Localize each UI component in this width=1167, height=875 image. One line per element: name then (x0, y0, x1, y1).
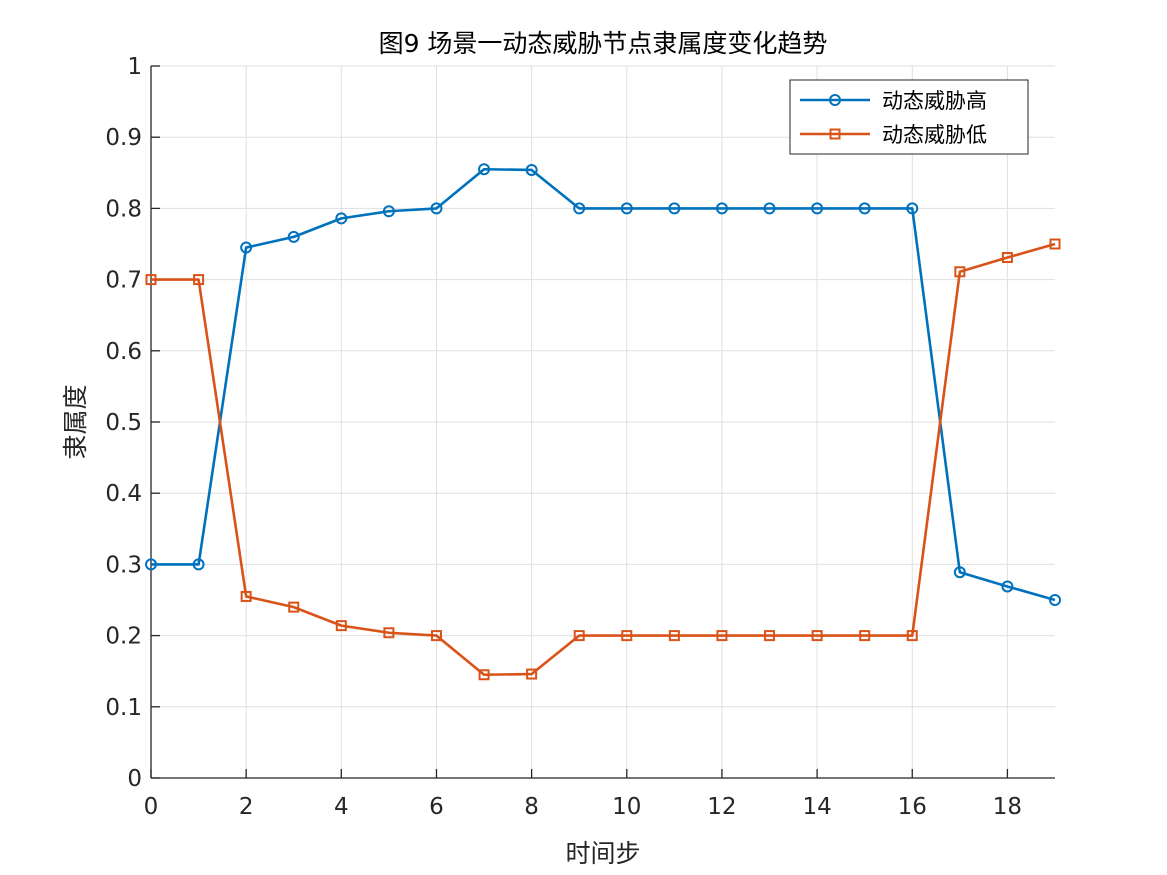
data-point-square (145, 274, 157, 286)
data-point-circle (1049, 594, 1061, 606)
legend-marker-square (829, 128, 841, 140)
legend-item: 动态威胁低 (800, 123, 987, 147)
data-point-circle (525, 163, 538, 176)
data-point-circle (906, 202, 919, 215)
data-point-square (1049, 238, 1061, 250)
data-point-square (430, 630, 442, 642)
x-tick-label: 12 (707, 794, 736, 820)
x-tick-label: 2 (239, 794, 254, 820)
data-point-square (954, 266, 966, 278)
x-tick-label: 16 (898, 794, 927, 820)
data-point-circle (953, 566, 966, 579)
data-point-circle (145, 558, 157, 571)
series-layer (145, 163, 1061, 681)
data-point-square (193, 274, 205, 286)
chart-title: 图9 场景一动态威胁节点隶属度变化趋势 (379, 29, 828, 58)
data-point-circle (430, 202, 443, 215)
y-tick-label: 0.6 (105, 339, 142, 365)
data-point-square (859, 630, 871, 642)
y-tick-label: 0.5 (105, 410, 142, 436)
data-point-circle (382, 205, 395, 218)
y-tick-label: 0.7 (105, 268, 142, 294)
data-point-square (716, 630, 728, 642)
data-point-circle (240, 241, 253, 254)
x-tick-label: 14 (802, 794, 831, 820)
data-point-circle (573, 202, 586, 215)
data-point-circle (478, 163, 491, 176)
data-point-circle (715, 202, 728, 215)
x-axis-title: 时间步 (565, 839, 640, 868)
data-point-circle (811, 202, 824, 215)
x-tick-label: 18 (993, 794, 1022, 820)
data-point-circle (287, 230, 300, 243)
series-line (151, 167, 1056, 602)
data-point-square (573, 630, 585, 642)
y-tick-label: 0.4 (105, 481, 142, 507)
grid-lines (150, 65, 1055, 779)
data-point-square (764, 630, 776, 642)
series-1 (145, 163, 1061, 606)
data-point-circle (858, 202, 871, 215)
data-point-circle (763, 202, 776, 215)
y-tick-label: 0.1 (105, 695, 142, 721)
x-tick-label: 6 (429, 794, 444, 820)
y-axis-title: 隶属度 (61, 384, 90, 459)
data-point-square (811, 630, 823, 642)
x-tick-label: 8 (524, 794, 539, 820)
y-tick-label: 0.9 (105, 125, 142, 151)
y-tick-label: 1 (127, 54, 142, 80)
legend-label: 动态威胁低 (882, 123, 987, 147)
y-tick-label: 0.3 (105, 552, 142, 578)
data-point-circle (1001, 580, 1014, 593)
series-2 (145, 238, 1061, 681)
y-tick-label: 0.2 (105, 624, 142, 650)
tick-labels: 0 2 4 6 8 10 12 14 16 18 0 0.1 0.2 0.3 0.4 0.5 0.6 0.7 0.8… (105, 54, 1022, 820)
data-point-square (906, 630, 918, 642)
data-point-circle (668, 202, 681, 215)
data-point-square (383, 627, 395, 639)
x-tick-label: 10 (612, 794, 641, 820)
data-point-square (526, 668, 538, 680)
data-point-square (240, 590, 252, 602)
legend-label: 动态威胁高 (882, 89, 987, 113)
legend-marker-circle (829, 94, 841, 106)
data-point-square (335, 620, 347, 632)
y-tick-label: 0 (127, 766, 142, 792)
data-point-square (668, 630, 680, 642)
x-tick-label: 4 (334, 794, 349, 820)
data-point-square (1001, 252, 1013, 264)
x-tick-label: 0 (144, 794, 159, 820)
y-tick-label: 0.8 (105, 196, 142, 222)
data-point-square (621, 630, 633, 642)
data-point-circle (335, 212, 348, 225)
legend-box (789, 79, 1029, 155)
data-point-circle (192, 558, 205, 571)
data-point-square (288, 601, 300, 613)
data-point-square (478, 669, 490, 681)
data-point-circle (620, 202, 633, 215)
series-line (151, 242, 1056, 677)
legend-item: 动态威胁高 (800, 89, 987, 113)
